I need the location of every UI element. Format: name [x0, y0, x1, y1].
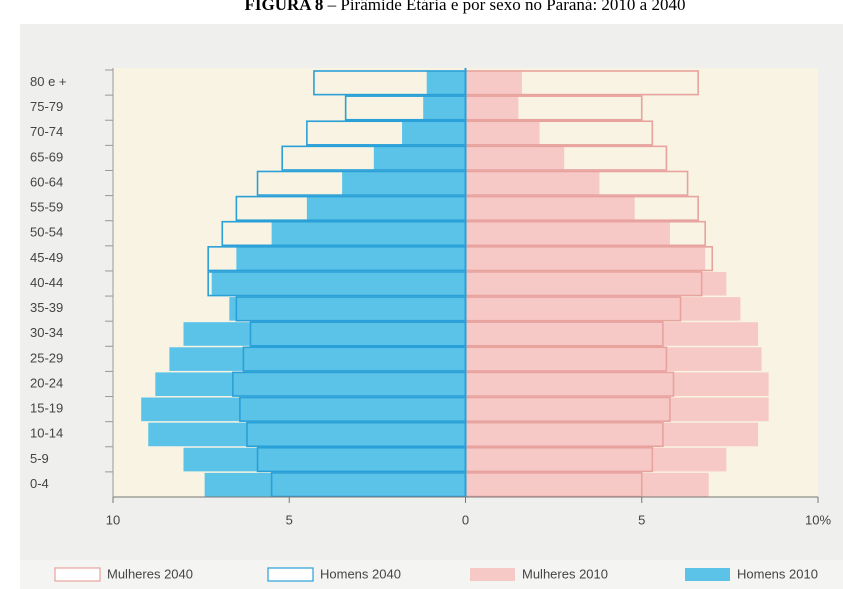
y-tick-label: 15-19	[30, 401, 63, 416]
bar	[423, 96, 466, 120]
bar	[465, 347, 762, 371]
bar	[183, 447, 466, 472]
bar	[465, 121, 540, 145]
bar	[271, 221, 466, 246]
bar	[465, 196, 635, 221]
bar	[148, 422, 466, 447]
legend-swatch	[685, 568, 730, 581]
bar	[342, 171, 466, 196]
bar	[155, 372, 466, 397]
bar	[465, 372, 769, 397]
x-tick-label: 10%	[805, 512, 831, 527]
y-tick-label: 30-34	[30, 325, 63, 340]
x-tick-label: 5	[286, 512, 293, 527]
bar	[229, 297, 466, 321]
y-tick-label: 80 e +	[30, 74, 67, 89]
y-tick-label: 20-24	[30, 375, 63, 390]
legend-swatch	[54, 567, 101, 582]
figure-label: FIGURA 8	[245, 0, 324, 14]
bar	[402, 121, 466, 145]
bar	[211, 271, 466, 296]
bar	[465, 397, 769, 422]
y-tick-label: 0-4	[30, 476, 49, 491]
bar	[465, 246, 706, 271]
x-tick-label: 10	[106, 512, 120, 527]
y-tick-label: 10-14	[30, 426, 63, 441]
bar	[465, 171, 600, 196]
y-tick-label: 70-74	[30, 124, 63, 139]
x-tick-label: 0	[462, 512, 469, 527]
chart-title: FIGURA 8 – Pirâmide Etária e por sexo no…	[245, 0, 686, 14]
y-tick-label: 55-59	[30, 200, 63, 215]
bar	[465, 297, 741, 321]
legend-label: Mulheres 2040	[107, 566, 193, 581]
legend-swatch	[267, 567, 314, 582]
bar	[183, 322, 466, 346]
bar	[465, 422, 759, 447]
legend-label: Homens 2010	[737, 566, 818, 581]
y-tick-label: 35-39	[30, 300, 63, 315]
bar	[465, 271, 727, 296]
y-tick-label: 5-9	[30, 451, 49, 466]
y-tick-label: 45-49	[30, 250, 63, 265]
bar	[169, 347, 466, 371]
bar	[465, 221, 670, 246]
bar	[465, 472, 709, 497]
bar	[465, 322, 759, 346]
y-tick-label: 25-29	[30, 350, 63, 365]
y-tick-label: 60-64	[30, 174, 63, 189]
legend-label: Homens 2040	[320, 566, 401, 581]
bar	[465, 96, 519, 120]
bar	[141, 397, 466, 422]
bar	[465, 447, 727, 472]
legend-swatch	[470, 568, 515, 581]
y-tick-label: 65-69	[30, 149, 63, 164]
x-tick-label: 5	[638, 512, 645, 527]
bar	[373, 146, 466, 170]
title-text: – Pirâmide Etária e por sexo no Paraná: …	[327, 0, 686, 14]
y-tick-label: 50-54	[30, 225, 63, 240]
legend-label: Mulheres 2010	[522, 566, 608, 581]
bar	[306, 196, 466, 221]
y-tick-label: 40-44	[30, 275, 63, 290]
bar	[236, 246, 466, 271]
bar	[465, 146, 565, 170]
bar	[465, 71, 522, 95]
y-tick-label: 75-79	[30, 99, 63, 114]
bar	[426, 71, 466, 95]
bar	[204, 472, 466, 497]
